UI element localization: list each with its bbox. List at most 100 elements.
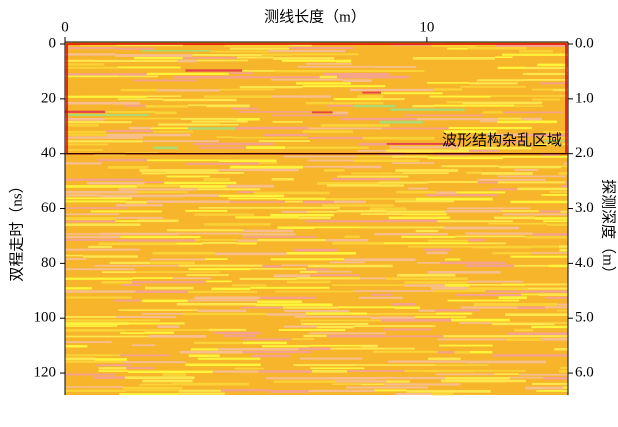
texture-stripe xyxy=(144,332,174,334)
texture-stripe xyxy=(424,249,451,251)
texture-stripe xyxy=(65,287,92,289)
texture-stripe xyxy=(503,156,568,158)
texture-stripe xyxy=(469,242,506,244)
texture-stripe xyxy=(232,108,257,110)
texture-stripe xyxy=(536,390,568,392)
texture-stripe xyxy=(525,387,563,390)
texture-stripe xyxy=(428,271,501,274)
texture-stripe xyxy=(142,313,183,315)
texture-stripe xyxy=(542,338,568,341)
texture-stripe xyxy=(517,188,568,191)
texture-stripe xyxy=(519,374,567,376)
texture-stripe xyxy=(338,326,355,328)
texture-stripe xyxy=(125,376,195,379)
texture-stripe xyxy=(65,136,143,138)
texture-stripe xyxy=(299,217,331,219)
texture-stripe xyxy=(284,310,349,312)
texture-stripe xyxy=(381,319,451,322)
texture-stripe xyxy=(137,191,188,193)
texture-stripe xyxy=(192,54,261,56)
texture-stripe xyxy=(173,277,211,279)
texture-stripe xyxy=(443,335,515,337)
texture-stripe xyxy=(147,200,230,203)
texture-stripe xyxy=(129,127,151,129)
texture-stripe xyxy=(220,124,238,126)
texture-stripe xyxy=(381,98,404,100)
texture-stripe xyxy=(462,102,542,105)
texture-stripe xyxy=(145,181,164,183)
texture-stripe xyxy=(65,124,99,127)
texture-stripe xyxy=(121,89,157,91)
texture-stripe xyxy=(306,102,384,104)
texture-stripe xyxy=(94,265,178,267)
texture-stripe xyxy=(65,162,101,164)
texture-stripe xyxy=(188,127,235,129)
texture-stripe xyxy=(179,393,225,395)
texture-stripe xyxy=(351,172,402,174)
texture-stripe xyxy=(185,364,260,366)
texture-stripe xyxy=(65,390,126,392)
texture-stripe xyxy=(331,348,415,350)
texture-stripe xyxy=(237,57,273,59)
y-tick-label: 0 xyxy=(49,35,57,51)
texture-stripe xyxy=(558,172,568,175)
texture-stripe xyxy=(519,50,553,53)
texture-stripe xyxy=(132,281,206,283)
texture-stripe xyxy=(388,360,466,362)
y2-axis-title: 探测深度（m） xyxy=(600,179,617,281)
texture-stripe xyxy=(142,50,210,52)
texture-stripe xyxy=(470,351,492,353)
texture-stripe xyxy=(142,380,193,383)
texture-stripe xyxy=(353,290,433,292)
texture-stripe xyxy=(65,73,147,76)
texture-stripe xyxy=(317,326,338,328)
texture-stripe xyxy=(433,290,485,292)
texture-stripe xyxy=(309,390,375,392)
texture-stripe xyxy=(188,268,250,270)
texture-stripe xyxy=(65,96,147,98)
texture-stripe xyxy=(386,380,410,382)
texture-stripe xyxy=(215,252,287,255)
texture-stripe xyxy=(232,284,267,286)
texture-stripe xyxy=(65,207,127,209)
texture-stripe xyxy=(333,112,348,115)
texture-stripe xyxy=(357,95,383,98)
texture-stripe xyxy=(118,188,198,190)
texture-stripe xyxy=(376,377,446,379)
x-tick-label: 0 xyxy=(61,19,69,35)
texture-stripe xyxy=(508,380,526,382)
texture-stripe xyxy=(65,336,149,338)
texture-stripe xyxy=(514,169,538,171)
texture-stripe xyxy=(531,252,568,254)
texture-stripe xyxy=(332,377,376,380)
texture-stripe xyxy=(456,191,505,193)
texture-stripe xyxy=(325,198,357,200)
texture-stripe xyxy=(65,374,115,376)
texture-stripe xyxy=(65,197,132,199)
texture-stripe xyxy=(194,297,260,300)
texture-stripe xyxy=(206,104,249,107)
y-tick-label: 80 xyxy=(41,255,56,271)
texture-stripe xyxy=(416,198,493,201)
texture-stripe xyxy=(326,239,368,241)
texture-stripe xyxy=(446,377,511,379)
chart: 测线长度（m） 双程走时（ns） 探测深度（m） 010020406080100… xyxy=(0,0,618,422)
texture-stripe xyxy=(115,220,137,222)
texture-stripe xyxy=(151,127,188,129)
texture-stripe xyxy=(282,211,307,213)
texture-stripe xyxy=(474,303,557,306)
texture-stripe xyxy=(188,104,207,106)
texture-stripe xyxy=(474,370,526,372)
texture-stripe xyxy=(433,105,514,107)
texture-stripe xyxy=(473,246,531,249)
texture-stripe xyxy=(381,92,443,94)
texture-stripe xyxy=(258,370,311,373)
texture-stripe xyxy=(563,386,568,388)
texture-stripe xyxy=(491,95,568,97)
texture-stripe xyxy=(203,178,229,181)
texture-stripe xyxy=(204,223,270,225)
texture-stripe xyxy=(531,246,558,248)
texture-stripe xyxy=(65,357,95,360)
texture-stripe xyxy=(562,185,568,188)
texture-stripe xyxy=(327,184,404,186)
